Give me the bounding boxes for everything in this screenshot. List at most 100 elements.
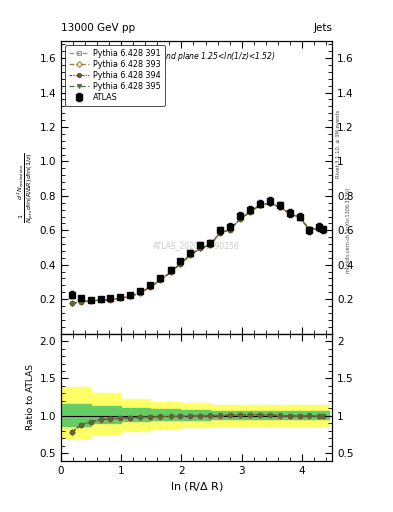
Pythia 6.428 395 (257, 202, 262, 208)
Pythia 6.428 395 (227, 227, 232, 233)
X-axis label: ln (R/$\Delta$ R): ln (R/$\Delta$ R) (170, 480, 223, 493)
Pythia 6.428 394 (277, 204, 282, 210)
Pythia 6.428 395 (138, 290, 142, 296)
Text: Jets: Jets (313, 23, 332, 33)
Pythia 6.428 391 (297, 214, 302, 220)
Pythia 6.428 391 (138, 290, 142, 296)
Pythia 6.428 394 (118, 295, 122, 301)
Pythia 6.428 395 (188, 252, 193, 259)
Pythia 6.428 394 (237, 216, 242, 222)
Pythia 6.428 394 (321, 226, 325, 232)
Pythia 6.428 391 (89, 298, 94, 304)
Pythia 6.428 394 (168, 269, 173, 275)
Line: Pythia 6.428 393: Pythia 6.428 393 (70, 201, 325, 306)
Pythia 6.428 395 (268, 201, 272, 207)
Pythia 6.428 391 (307, 226, 312, 232)
Pythia 6.428 394 (148, 284, 152, 290)
Pythia 6.428 394 (248, 209, 252, 215)
Pythia 6.428 394 (188, 252, 193, 258)
Pythia 6.428 393 (128, 293, 132, 300)
Pythia 6.428 394 (307, 226, 312, 232)
Pythia 6.428 391 (108, 297, 113, 303)
Pythia 6.428 395 (128, 293, 132, 300)
Pythia 6.428 395 (198, 245, 202, 251)
Pythia 6.428 391 (198, 245, 202, 251)
Legend: Pythia 6.428 391, Pythia 6.428 393, Pythia 6.428 394, Pythia 6.428 395, ATLAS: Pythia 6.428 391, Pythia 6.428 393, Pyth… (65, 45, 165, 106)
Pythia 6.428 393 (248, 209, 252, 215)
Pythia 6.428 395 (158, 278, 163, 284)
Pythia 6.428 395 (168, 269, 173, 275)
Pythia 6.428 391 (128, 293, 132, 300)
Pythia 6.428 395 (237, 216, 242, 222)
Pythia 6.428 393 (168, 269, 173, 275)
Pythia 6.428 393 (198, 245, 202, 251)
Pythia 6.428 391 (257, 202, 262, 208)
Pythia 6.428 393 (188, 252, 193, 258)
Pythia 6.428 395 (148, 284, 152, 290)
Pythia 6.428 394 (89, 297, 94, 304)
Pythia 6.428 391 (79, 298, 83, 305)
Pythia 6.428 394 (317, 225, 322, 231)
Pythia 6.428 395 (178, 261, 183, 267)
Text: mcplots.cern.ch [arXiv:1306.3436]: mcplots.cern.ch [arXiv:1306.3436] (346, 188, 351, 273)
Pythia 6.428 393 (98, 297, 103, 303)
Pythia 6.428 394 (227, 227, 232, 233)
Pythia 6.428 395 (248, 209, 252, 216)
Pythia 6.428 394 (288, 210, 292, 217)
Pythia 6.428 395 (277, 204, 282, 210)
Pythia 6.428 393 (297, 214, 302, 220)
Pythia 6.428 393 (79, 298, 83, 305)
Text: Rivet 3.1.10, ≥ 3M events: Rivet 3.1.10, ≥ 3M events (336, 109, 341, 178)
Pythia 6.428 393 (277, 204, 282, 210)
Pythia 6.428 391 (288, 211, 292, 217)
Pythia 6.428 395 (208, 242, 213, 248)
Pythia 6.428 394 (198, 245, 202, 251)
Pythia 6.428 394 (178, 261, 183, 267)
Pythia 6.428 393 (70, 301, 74, 307)
Pythia 6.428 393 (227, 227, 232, 233)
Pythia 6.428 394 (108, 296, 113, 303)
Pythia 6.428 391 (208, 242, 213, 248)
Pythia 6.428 391 (268, 200, 272, 206)
Pythia 6.428 394 (268, 200, 272, 206)
Pythia 6.428 391 (158, 277, 163, 283)
Pythia 6.428 393 (218, 230, 222, 236)
Pythia 6.428 393 (158, 277, 163, 283)
Pythia 6.428 391 (227, 227, 232, 233)
Pythia 6.428 395 (218, 230, 222, 236)
Y-axis label: Ratio to ATLAS: Ratio to ATLAS (26, 364, 35, 430)
Pythia 6.428 393 (268, 200, 272, 206)
Line: Pythia 6.428 395: Pythia 6.428 395 (70, 202, 325, 306)
Pythia 6.428 393 (89, 298, 94, 304)
Pythia 6.428 394 (98, 297, 103, 303)
Text: $\frac{1}{N_\mathrm{jets}}\frac{d^2N_\mathrm{emissions}}{d\ln(R/\Delta R)\,d\ln(: $\frac{1}{N_\mathrm{jets}}\frac{d^2N_\ma… (15, 152, 36, 223)
Pythia 6.428 394 (257, 202, 262, 208)
Text: 13000 GeV pp: 13000 GeV pp (61, 23, 135, 33)
Pythia 6.428 394 (70, 300, 74, 306)
Pythia 6.428 394 (128, 293, 132, 300)
Pythia 6.428 393 (208, 242, 213, 248)
Pythia 6.428 395 (118, 295, 122, 302)
Pythia 6.428 395 (317, 225, 322, 231)
Pythia 6.428 391 (168, 269, 173, 275)
Pythia 6.428 395 (98, 297, 103, 303)
Pythia 6.428 391 (317, 225, 322, 231)
Pythia 6.428 395 (297, 215, 302, 221)
Pythia 6.428 394 (79, 298, 83, 305)
Pythia 6.428 393 (138, 290, 142, 296)
Pythia 6.428 394 (208, 242, 213, 248)
Pythia 6.428 393 (237, 216, 242, 222)
Pythia 6.428 394 (218, 229, 222, 236)
Pythia 6.428 391 (248, 209, 252, 215)
Pythia 6.428 393 (321, 226, 325, 232)
Pythia 6.428 394 (138, 290, 142, 296)
Pythia 6.428 393 (178, 261, 183, 267)
Pythia 6.428 395 (288, 211, 292, 217)
Pythia 6.428 395 (307, 226, 312, 232)
Pythia 6.428 391 (321, 226, 325, 232)
Pythia 6.428 393 (257, 202, 262, 208)
Text: ATLAS_2020_I1790256: ATLAS_2020_I1790256 (153, 241, 240, 250)
Line: Pythia 6.428 391: Pythia 6.428 391 (70, 201, 325, 306)
Pythia 6.428 395 (108, 297, 113, 303)
Pythia 6.428 391 (237, 216, 242, 222)
